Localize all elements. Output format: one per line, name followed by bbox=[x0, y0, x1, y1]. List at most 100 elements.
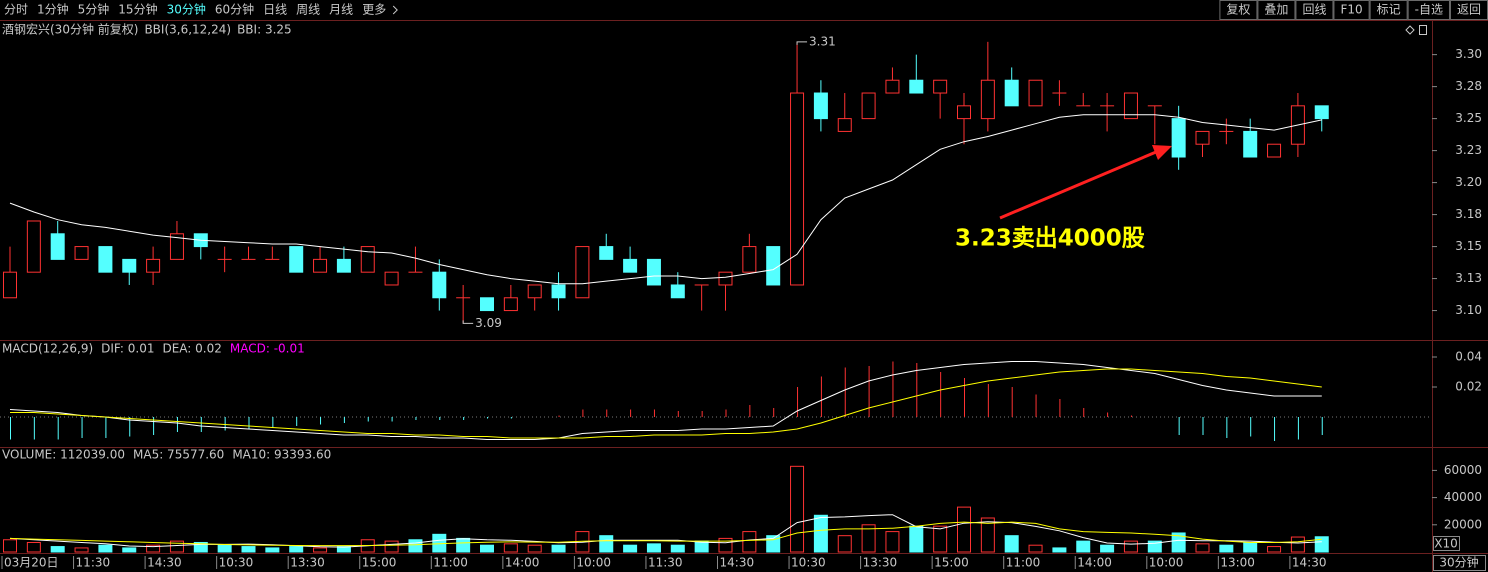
period-tab[interactable]: 30分钟 bbox=[167, 2, 206, 17]
y-tick-label: 3.18 bbox=[1455, 207, 1482, 221]
candle-body bbox=[837, 118, 852, 132]
volume-bar bbox=[26, 541, 41, 553]
x-tick-label: 11:00 bbox=[433, 556, 468, 570]
candle-body bbox=[527, 284, 542, 299]
toolbar-button[interactable] bbox=[1257, 0, 1296, 20]
callout-arrow bbox=[999, 150, 1157, 220]
volume-bar bbox=[909, 525, 924, 553]
volume-bar bbox=[1171, 532, 1186, 553]
y-tick-label: 0.02 bbox=[1455, 380, 1482, 394]
y-tick-label: 3.25 bbox=[1455, 111, 1482, 125]
volume-bar bbox=[3, 539, 17, 553]
candle-body bbox=[1314, 105, 1329, 120]
period-tab[interactable]: 周线 bbox=[296, 3, 320, 17]
volume-bar bbox=[718, 537, 733, 553]
volume-bar bbox=[1219, 544, 1234, 553]
period-tab[interactable]: 月线 bbox=[329, 3, 353, 17]
candle-body bbox=[360, 246, 375, 273]
low-label: 3.09 bbox=[475, 316, 502, 330]
candle-body bbox=[1004, 79, 1019, 107]
volume-bar bbox=[1195, 543, 1210, 553]
high-marker bbox=[796, 41, 808, 45]
candle-body bbox=[742, 246, 757, 273]
candle-body bbox=[1267, 143, 1282, 158]
toolbar-button[interactable] bbox=[1219, 0, 1258, 20]
toolbar-button[interactable] bbox=[1407, 0, 1450, 20]
period-tab[interactable]: 日线 bbox=[263, 3, 287, 17]
toolbar-button-label[interactable]: 复权 bbox=[1226, 3, 1250, 17]
chart-title: VOLUME: 112039.00 bbox=[2, 448, 125, 462]
volume-bar bbox=[1052, 547, 1067, 553]
candle-body bbox=[885, 79, 900, 94]
x-tick-label: 03月20日 bbox=[4, 556, 59, 570]
candle-body bbox=[74, 246, 89, 260]
candle-body bbox=[670, 284, 685, 299]
x-tick-label: 14:30 bbox=[1292, 556, 1327, 570]
candle-body bbox=[169, 233, 184, 260]
volume-bar bbox=[241, 546, 256, 553]
toolbar-button[interactable] bbox=[1369, 0, 1408, 20]
volume-bar bbox=[1004, 535, 1019, 553]
diamond-icon[interactable] bbox=[1405, 25, 1415, 35]
toolbar-button-label[interactable]: F10 bbox=[1340, 3, 1362, 17]
volume-bar bbox=[790, 465, 805, 553]
period-tab[interactable]: 60分钟 bbox=[215, 2, 254, 17]
footer-period[interactable]: 30分钟 bbox=[1439, 555, 1478, 570]
low-marker bbox=[462, 320, 474, 324]
x-tick-label: 15:00 bbox=[362, 556, 397, 570]
volume-bar bbox=[527, 544, 542, 553]
bbi-line bbox=[9, 114, 1322, 285]
period-tab[interactable]: 分时 bbox=[4, 3, 28, 17]
toolbar-button-label[interactable]: -自选 bbox=[1415, 3, 1443, 17]
volume-bar bbox=[503, 543, 518, 553]
legend-entry: DIF: 0.01 bbox=[101, 342, 154, 356]
candle-body bbox=[1123, 92, 1138, 120]
toolbar-button[interactable] bbox=[1333, 0, 1370, 20]
candle-body bbox=[861, 92, 876, 120]
y-tick-label: 60000 bbox=[1444, 463, 1482, 477]
period-tab[interactable]: 15分钟 bbox=[118, 2, 157, 17]
volume-bar bbox=[957, 506, 971, 553]
volume-bar bbox=[885, 531, 900, 553]
y-tick-label: 3.13 bbox=[1455, 271, 1482, 285]
candle-body bbox=[1028, 79, 1043, 107]
more-chevron[interactable] bbox=[392, 5, 398, 15]
candle-body bbox=[980, 79, 995, 120]
volume-bar bbox=[1076, 540, 1091, 553]
toolbar-button-label[interactable]: 回线 bbox=[1302, 3, 1326, 17]
window-icon[interactable] bbox=[1419, 25, 1427, 35]
period-box[interactable] bbox=[1433, 555, 1486, 571]
period-tab[interactable]: 5分钟 bbox=[78, 2, 110, 17]
volume-bar bbox=[1123, 540, 1138, 553]
x-tick-label: 14:00 bbox=[505, 556, 540, 570]
candle-body bbox=[1243, 130, 1258, 158]
candle-body bbox=[289, 246, 304, 273]
legend-entry: BBI: 3.25 bbox=[237, 23, 292, 37]
y-tick-label: 3.20 bbox=[1455, 175, 1482, 189]
volume-bar bbox=[1290, 536, 1305, 553]
volume-bar bbox=[670, 544, 685, 553]
volume-bar bbox=[933, 525, 948, 553]
candle-body bbox=[146, 258, 161, 273]
candle-body bbox=[1195, 130, 1210, 145]
candle-body bbox=[933, 79, 948, 94]
x-tick-label: 13:00 bbox=[1220, 556, 1255, 570]
y-tick-label: 3.23 bbox=[1455, 143, 1482, 157]
candle-body bbox=[551, 284, 566, 299]
period-tab[interactable]: 更多 bbox=[362, 3, 386, 17]
volume-bar bbox=[1243, 541, 1258, 553]
toolbar-button-label[interactable]: 标记 bbox=[1377, 3, 1401, 17]
volume-bar bbox=[122, 547, 137, 553]
volume-bar bbox=[1147, 540, 1162, 553]
toolbar-button-label[interactable]: 返回 bbox=[1457, 3, 1481, 17]
chart-subtitle: BBI(3,6,12,24) bbox=[144, 23, 231, 37]
toolbar-button-label[interactable]: 叠加 bbox=[1264, 3, 1288, 17]
candle-body bbox=[313, 258, 328, 273]
candle-body bbox=[503, 297, 518, 312]
volume-bar bbox=[74, 547, 89, 553]
volume-bar bbox=[336, 546, 351, 553]
volume-bar bbox=[742, 531, 757, 553]
toolbar-button[interactable] bbox=[1295, 0, 1334, 20]
candle-body bbox=[909, 79, 924, 94]
period-tab[interactable]: 1分钟 bbox=[37, 2, 69, 17]
